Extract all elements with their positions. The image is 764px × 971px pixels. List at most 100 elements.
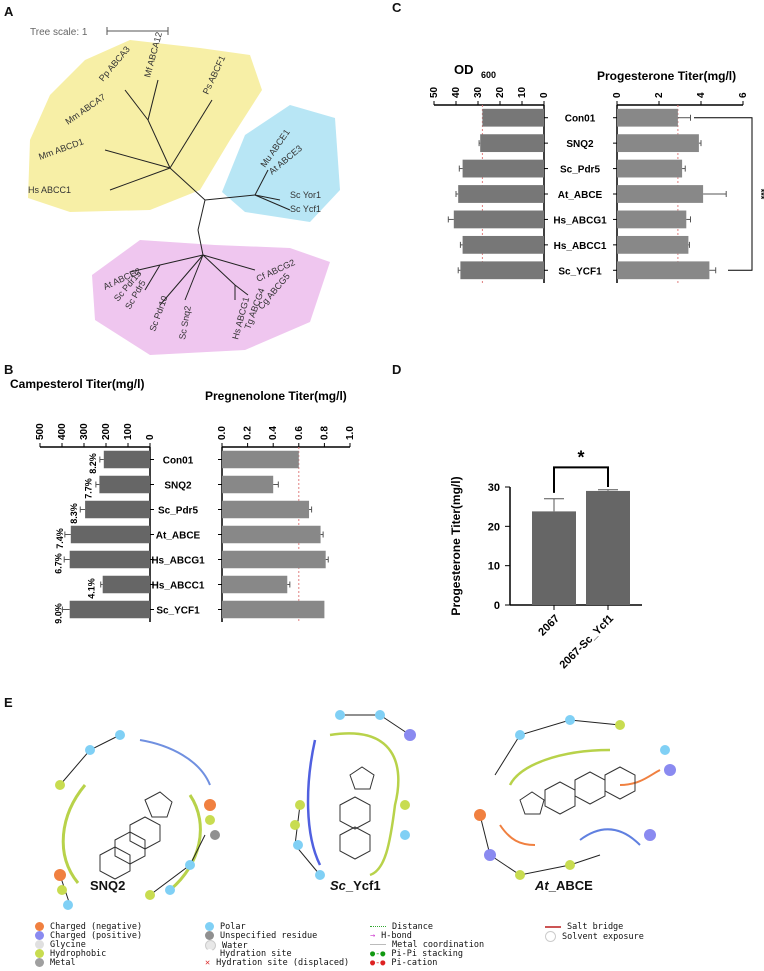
tick-label: 2: [654, 92, 665, 98]
tick-label: 50: [429, 86, 440, 98]
legend-item: Solvent exposure: [545, 931, 644, 942]
legend-swatch: [205, 931, 214, 940]
legend-item: Distance: [370, 922, 433, 932]
panel-letter-c: C: [392, 0, 402, 15]
bar: [453, 210, 544, 229]
solvent-exposure-icon: [545, 931, 556, 942]
chart-title: OD: [454, 62, 474, 77]
chart-c-od-progesterone: OD 600 Progesterone Titer(mg/l)50 40 30 20 10 0…: [429, 62, 764, 283]
tick-label: 0.0: [217, 426, 228, 440]
tick-label: 0: [494, 600, 500, 612]
ligand-gene: _ABCE: [548, 878, 593, 893]
bar: [617, 108, 678, 127]
phylogenetic-tree: Tree scale: 1 Pp ABCA3 Mf ABCA12 Ps ABCF…: [28, 27, 340, 355]
distance-line-icon: [370, 926, 386, 927]
axis-label: Progesterone Titer(mg/l): [449, 476, 463, 615]
bar-annotation: 7.7%: [83, 478, 93, 499]
tree-label: Sc Yor1: [290, 190, 321, 200]
legend-item: Polar: [205, 922, 246, 932]
pi-cation-icon: ●-●: [370, 958, 386, 968]
significance-bracket: [553, 466, 609, 493]
hydration-displaced-icon: ✕: [205, 958, 211, 968]
bar: [222, 575, 288, 594]
clade-yellow: [28, 40, 262, 212]
docking-diagrams: [54, 710, 676, 910]
category-label: Hs_ABCG1: [151, 556, 205, 567]
bar: [85, 500, 150, 519]
tick-label: 0: [612, 92, 623, 98]
legend-item: Charged (negative): [35, 922, 142, 932]
bar: [462, 159, 544, 178]
ligand-gene: _Ycf1: [345, 878, 381, 893]
legend-label: Water: [222, 941, 248, 951]
bar: [458, 185, 544, 203]
chart-title: Campesterol Titer(mg/l): [10, 377, 144, 391]
bar: [222, 500, 310, 519]
bar: [462, 235, 544, 254]
category-label: Sc_YCF1: [558, 266, 602, 277]
chart-title-subscript: 600: [481, 70, 496, 80]
tick-label: 0.4: [268, 426, 279, 440]
category-label: 2067-Sc_Ycf1: [557, 613, 616, 672]
clade-pink: [92, 240, 330, 355]
bar-annotation: 7.4%: [55, 528, 65, 549]
bar: [586, 490, 630, 605]
legend-swatch: [35, 922, 44, 931]
legend-swatch: [205, 922, 214, 931]
tree-branches: [104, 79, 291, 306]
tick-label: 30: [473, 86, 484, 98]
legend-label: Hydration site: [220, 949, 292, 959]
legend-label: H-bond: [381, 931, 412, 941]
bar-annotation: 8.2%: [88, 453, 98, 474]
legend-label: Charged (positive): [50, 931, 143, 941]
chart-title: Pregnenolone Titer(mg/l): [205, 389, 347, 403]
legend-swatch: [205, 949, 214, 958]
bar: [480, 134, 544, 153]
bar: [70, 525, 150, 544]
tick-label: 30: [488, 482, 500, 494]
bar: [222, 525, 321, 544]
legend-item: Metal: [35, 958, 76, 968]
bar: [617, 235, 689, 254]
legend-label: Metal coordination: [392, 940, 485, 950]
bar: [532, 511, 576, 605]
legend-label: Salt bridge: [567, 922, 624, 932]
category-label: Sc_Pdr5: [158, 506, 198, 517]
category-label: Sc_YCF1: [156, 606, 200, 617]
ligand-label-sc-ycf1: Sc_Ycf1: [330, 878, 381, 893]
legend-label: Pi-Pi stacking: [391, 949, 464, 959]
legend-item: → H-bond: [370, 931, 412, 941]
tick-label: 20: [488, 521, 500, 533]
tick-label: 0: [145, 434, 156, 440]
docking-sc-ycf1: [290, 710, 416, 880]
ligand-species: Sc: [330, 878, 346, 893]
bar: [222, 600, 325, 619]
tick-label: 10: [488, 561, 500, 573]
bar: [617, 159, 683, 178]
tick-label: 20: [495, 86, 506, 98]
tick-label: 500: [35, 423, 46, 440]
tree-label: Hs ABCC1: [28, 185, 71, 195]
category-label: SNQ2: [566, 139, 594, 150]
chart-d-progesterone: 0 10 20 30 Progesterone Titer(mg/l) 20672067-…: [449, 447, 642, 672]
legend-swatch: [35, 949, 44, 958]
salt-bridge-icon: [545, 925, 561, 928]
panel-letter-a: A: [4, 4, 14, 19]
legend-item: Unspecified residue: [205, 931, 317, 941]
bar: [617, 185, 704, 203]
ligand-label-snq2: SNQ2: [90, 878, 126, 893]
legend-label: Metal: [50, 958, 76, 968]
tick-label: 100: [123, 423, 134, 440]
ligand-label-at-abce: At_ABCE: [535, 878, 593, 893]
category-label: Hs_ABCG1: [553, 215, 607, 226]
legend-swatch: [35, 958, 44, 967]
legend-label: Distance: [392, 922, 433, 932]
bar: [617, 210, 687, 229]
tick-label: 6: [738, 92, 749, 98]
legend-item: Metal coordination: [370, 940, 484, 950]
legend-item: Charged (positive): [35, 931, 142, 941]
legend-item: Hydrophobic: [35, 949, 106, 959]
category-label: SNQ2: [164, 481, 192, 492]
bar-annotation: 6.7%: [54, 553, 64, 574]
category-label: Sc_Pdr5: [560, 165, 600, 176]
